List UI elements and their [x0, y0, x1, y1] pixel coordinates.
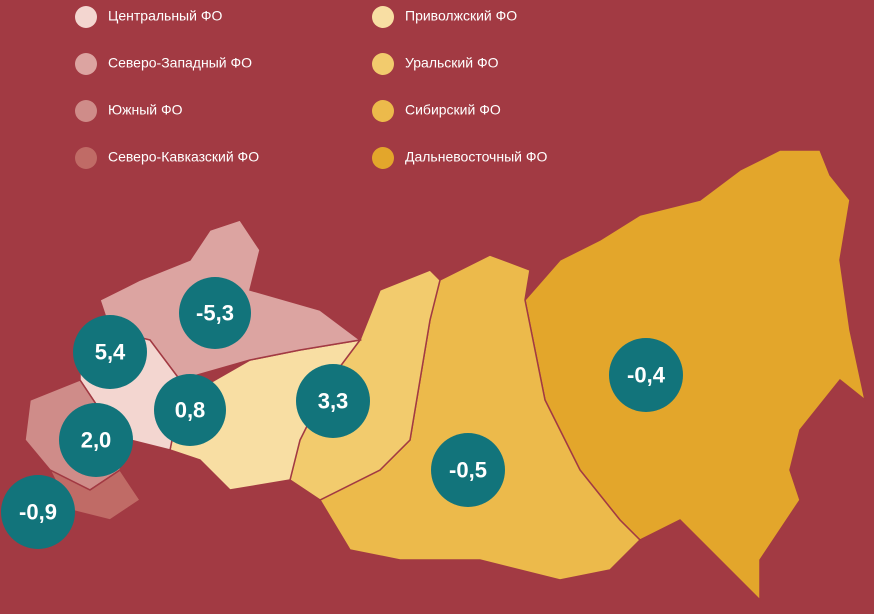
- value-bubble: [431, 433, 505, 507]
- value-bubble: [609, 338, 683, 412]
- legend-swatch: [75, 53, 97, 75]
- legend-swatch: [372, 100, 394, 122]
- bubble-label: -0,4: [627, 363, 666, 388]
- legend-label: Приволжский ФО: [405, 8, 517, 24]
- value-bubble: [1, 475, 75, 549]
- legend-label: Центральный ФО: [108, 8, 222, 24]
- legend-swatch: [372, 53, 394, 75]
- value-bubble: [296, 364, 370, 438]
- legend-label: Южный ФО: [108, 102, 183, 118]
- bubble-label: -0,9: [19, 500, 57, 525]
- legend: Центральный ФО Северо-Западный ФО Южный ФО…: [75, 6, 547, 169]
- value-bubble: [59, 403, 133, 477]
- legend-label: Северо-Кавказский ФО: [108, 149, 259, 165]
- value-bubble: [73, 315, 147, 389]
- bubble-label: 2,0: [81, 428, 112, 453]
- legend-swatch: [75, 6, 97, 28]
- legend-swatch: [75, 147, 97, 169]
- value-bubble: [179, 277, 251, 349]
- legend-swatch: [75, 100, 97, 122]
- map: [24, 149, 867, 602]
- bubble-label: 3,3: [318, 389, 349, 414]
- bubble-label: -5,3: [196, 301, 234, 326]
- bubble-label: -0,5: [449, 458, 487, 483]
- legend-swatch: [372, 147, 394, 169]
- legend-label: Сибирский ФО: [405, 102, 501, 118]
- legend-label: Дальневосточный ФО: [405, 149, 547, 165]
- bubble-label: 0,8: [175, 398, 206, 423]
- value-bubble: [154, 374, 226, 446]
- bubbles: 5,4 -5,3 0,8 2,0 -0,9 3,3 -0,5 -0,4: [1, 277, 683, 549]
- bubble-label: 5,4: [95, 340, 126, 365]
- legend-swatch: [372, 6, 394, 28]
- legend-label: Уральский ФО: [405, 55, 499, 71]
- legend-label: Северо-Западный ФО: [108, 55, 252, 71]
